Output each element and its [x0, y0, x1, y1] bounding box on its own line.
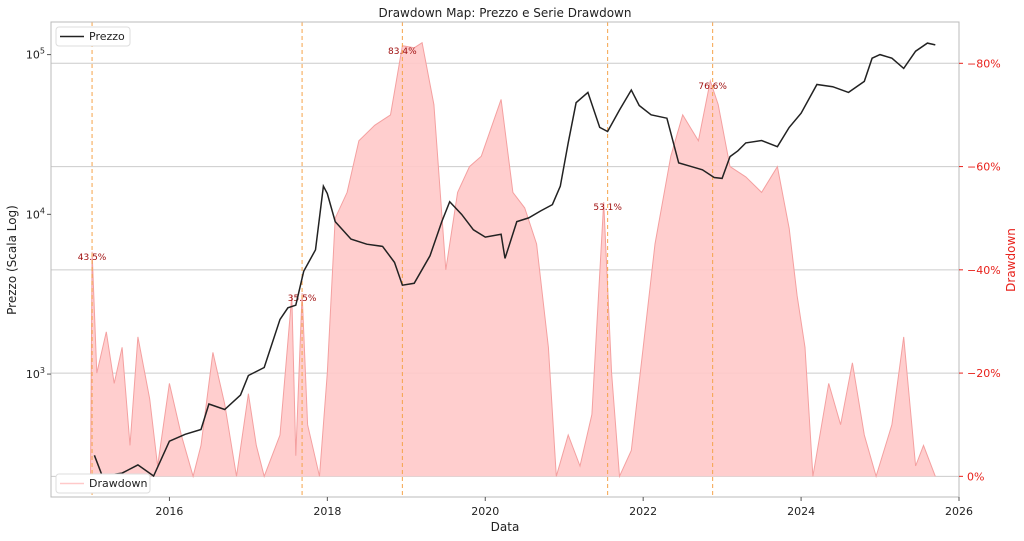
legend-price: Prezzo — [55, 26, 131, 47]
y-right-tick-label: −40% — [967, 264, 1001, 277]
y-left-tick-label: 103 — [26, 366, 45, 381]
y-right-tick-label: 0% — [967, 470, 984, 483]
y-axis-right-label: Drawdown — [1004, 228, 1018, 292]
y-right-tick-label: −60% — [967, 161, 1001, 174]
chart-title: Drawdown Map: Prezzo e Serie Drawdown — [379, 6, 632, 20]
price-series — [93, 42, 936, 478]
plot-frame — [50, 21, 960, 498]
drawdown-markers: 43.5% 35.5% 83.4% 53.1% 76.6% — [78, 22, 727, 497]
y-left-tick-label: 104 — [26, 206, 45, 221]
x-tick-label: 2022 — [629, 505, 657, 518]
x-tick-label: 2024 — [787, 505, 815, 518]
legend-price-label: Prezzo — [89, 30, 125, 43]
y-right-tick-label: −20% — [967, 367, 1001, 380]
legend-drawdown-label: Drawdown — [89, 477, 147, 490]
y-axis-left: 103 104 105 — [26, 47, 51, 381]
y-axis-left-label: Prezzo (Scala Log) — [5, 205, 19, 315]
drawdown-marker-label: 43.5% — [78, 253, 107, 263]
y-axis-right: 0% −20% −40% −60% −80% — [959, 57, 1001, 483]
y-left-tick-label: 105 — [26, 47, 45, 62]
x-axis: 2016 2018 2020 2022 2024 2026 — [155, 497, 973, 518]
y-right-tick-label: −80% — [967, 57, 1001, 70]
drawdown-line — [90, 41, 936, 479]
drawdown-marker-label: 53.1% — [593, 203, 622, 213]
x-tick-label: 2026 — [945, 505, 973, 518]
price-line — [93, 42, 936, 478]
drawdown-marker-label: 76.6% — [698, 82, 727, 92]
x-axis-label: Data — [491, 520, 520, 534]
drawdown-marker-label: 35.5% — [288, 294, 317, 304]
drawdown-series — [90, 41, 936, 479]
x-tick-label: 2018 — [313, 505, 341, 518]
x-tick-label: 2020 — [471, 505, 499, 518]
drawdown-marker-label: 83.4% — [388, 47, 417, 57]
x-tick-label: 2016 — [155, 505, 183, 518]
legend-drawdown: Drawdown — [55, 473, 151, 494]
